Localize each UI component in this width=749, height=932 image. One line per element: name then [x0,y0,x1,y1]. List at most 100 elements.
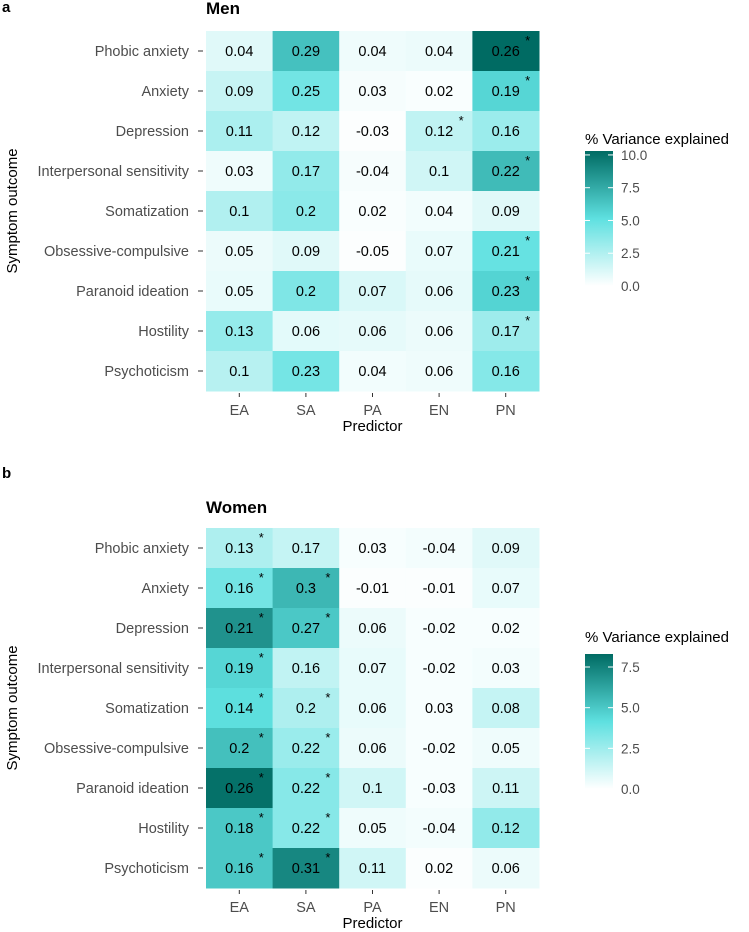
x-axis: EA SA PA EN PN Predictor [230,393,516,435]
legend-title: % Variance explained [585,131,729,148]
heatmap-cell [339,231,407,272]
cell-value-label: 0.03 [225,164,253,180]
heatmap-cell [206,688,274,729]
cell-value-label: 0.23 [492,284,520,300]
cell-value-label: 0.07 [425,244,453,260]
cell-value-label: 0.06 [358,621,386,637]
heatmap-cell [339,608,407,649]
cell-value-label: 0.22 [292,741,320,757]
heatmap-cell [405,848,473,889]
panel-b: b Women 0.13 * 0.17 0.03 -0.04 0.09 0.16 * 0.3 * -0.… [2,465,729,932]
heatmap-cell [339,808,407,849]
heatmap-cell [472,311,540,352]
cell-value-label: 0.03 [358,84,386,100]
heatmap-cell [472,608,540,649]
legend-tick-label: 2.5 [621,741,640,756]
cell-value-label: 0.09 [492,204,520,220]
heatmap-cell [472,528,540,569]
heatmap-cell [272,808,340,849]
heatmap-cell [472,191,540,232]
heatmap-cell [206,768,274,809]
cell-value-label: 0.13 [225,541,253,557]
heatmap-cells: 0.04 0.29 0.04 0.04 0.26 * 0.09 0.25 0.03 0.02 0.1… [206,31,540,392]
heatmap-cell [339,568,407,609]
heatmap-cell [272,728,340,769]
cell-value-label: 0.17 [292,541,320,557]
cell-value-label: -0.01 [423,581,456,597]
chart-title: Men [206,0,240,18]
cell-value-label: 0.13 [225,324,253,340]
cell-value-label: 0.04 [358,44,386,60]
heatmap-cell [339,71,407,112]
heatmap-cell [272,191,340,232]
heatmap-cell [206,848,274,889]
y-tick-label: Hostility [138,821,190,837]
legend-tick-label: 0.0 [621,279,640,294]
heatmap-cell [272,311,340,352]
heatmap-cell [405,808,473,849]
y-tick-label: Paranoid ideation [76,284,189,300]
cell-value-label: 0.19 [492,84,520,100]
heatmap-cell [339,528,407,569]
cell-value-label: 0.07 [358,661,386,677]
y-tick-label: Obsessive-compulsive [44,741,189,757]
cell-value-label: 0.1 [362,781,382,797]
heatmap-cell [206,728,274,769]
y-tick-label: Interpersonal sensitivity [37,164,189,180]
heatmap-cell [272,351,340,392]
y-tick-label: Interpersonal sensitivity [37,661,189,677]
significance-star: * [325,770,330,785]
cell-value-label: 0.05 [358,821,386,837]
heatmap-cell [405,688,473,729]
legend-colorbar [585,654,613,789]
heatmap-cell [206,311,274,352]
heatmap-cell [339,191,407,232]
legend-tick-label: 2.5 [621,246,640,261]
heatmap-cell [206,608,274,649]
cell-value-label: -0.03 [423,781,456,797]
heatmap-cell [206,231,274,272]
significance-star: * [259,730,264,745]
heatmap-cell [206,191,274,232]
cell-value-label: -0.01 [356,581,389,597]
heatmap-cell [339,768,407,809]
heatmap-cell [339,31,407,72]
significance-star: * [259,770,264,785]
heatmap-cell [405,648,473,689]
x-tick-label: PA [363,900,382,916]
cell-value-label: 0.17 [492,324,520,340]
heatmap-cell [472,568,540,609]
heatmap-cell [405,351,473,392]
y-axis-title: Symptom outcome [4,645,21,770]
heatmap-cell [272,151,340,192]
cell-value-label: 0.04 [425,44,453,60]
y-tick-label: Psychoticism [104,861,189,877]
heatmap-cell [472,71,540,112]
heatmap-cell [472,848,540,889]
heatmap-cell [472,808,540,849]
cell-value-label: 0.09 [292,244,320,260]
significance-star: * [259,810,264,825]
legend-tick-label: 10.0 [621,148,647,163]
heatmap-cell [272,528,340,569]
cell-value-label: 0.2 [296,204,316,220]
cell-value-label: -0.04 [423,821,456,837]
cell-value-label: 0.02 [492,621,520,637]
heatmap-cell [472,688,540,729]
y-tick-label: Obsessive-compulsive [44,244,189,260]
heatmap-cell [272,111,340,152]
cell-value-label: 0.31 [292,861,320,877]
significance-star: * [525,153,530,168]
heatmap-cell [206,528,274,569]
y-tick-label: Depression [116,621,189,637]
y-tick-label: Phobic anxiety [95,44,190,60]
cell-value-label: 0.03 [492,661,520,677]
heatmap-cell [405,71,473,112]
cell-value-label: 0.05 [225,284,253,300]
cell-value-label: 0.22 [292,781,320,797]
significance-star: * [325,850,330,865]
significance-star: * [259,610,264,625]
cell-value-label: 0.03 [425,701,453,717]
